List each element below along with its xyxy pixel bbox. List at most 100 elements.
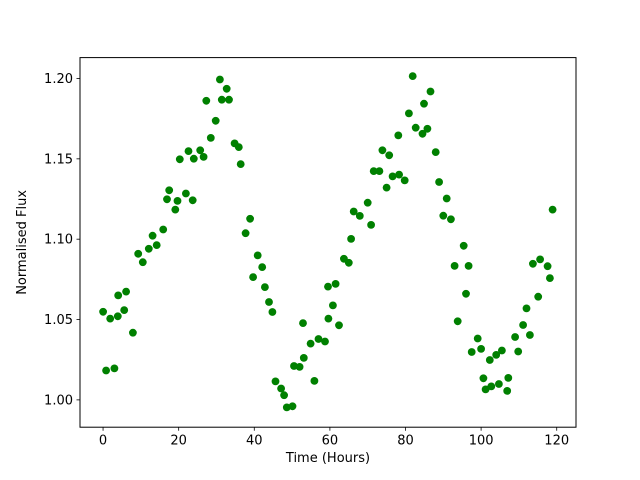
data-point [400,176,409,185]
data-point [331,280,340,288]
data-point [405,109,413,118]
data-point [526,331,534,339]
data-point [548,205,557,214]
data-point [519,321,527,329]
data-point [288,402,297,411]
data-point [211,116,220,125]
data-point [495,380,503,388]
data-point [295,363,304,371]
data-point [349,207,358,216]
data-point [202,96,211,105]
data-point [431,148,440,157]
data-point [487,382,496,391]
data-point [99,307,107,316]
data-point [113,312,122,321]
data-point [261,283,269,291]
data-point [324,314,333,323]
data-point [249,273,257,281]
data-point [122,287,130,296]
y-axis-tick-label: 1.05 [44,313,73,328]
data-point [473,334,482,343]
data-point [423,124,432,133]
data-point [265,298,273,306]
data-point [529,259,537,268]
data-point [216,75,224,84]
data-point [184,147,193,156]
y-axis-tick-label: 1.15 [44,152,73,167]
data-point [102,366,110,375]
data-point [369,167,378,176]
data-point [477,345,485,353]
data-point [222,84,231,93]
data-point [522,304,531,313]
data-point [159,225,168,234]
data-point [485,356,494,364]
data-point [447,215,455,224]
data-point [492,351,501,359]
data-point [385,151,394,160]
data-point [217,95,226,104]
data-point [199,153,208,161]
plot-spine [79,57,577,428]
data-point [543,262,552,271]
data-point [271,377,280,386]
data-point [171,205,180,214]
data-point [299,319,307,327]
data-point [241,229,250,238]
x-axis-label: Time (Hours) [285,451,370,466]
data-point [347,235,355,243]
data-point [163,195,171,204]
data-point [148,231,157,240]
data-point [144,244,153,253]
data-point [503,387,512,395]
data-point [110,364,119,373]
data-point [439,211,448,220]
data-point [236,160,245,169]
data-point [188,196,197,205]
y-axis-tick-label: 1.10 [44,233,73,248]
data-point [234,143,243,152]
data-point [335,321,343,330]
data-point [314,335,323,343]
data-point [511,333,519,341]
y-axis-tick-label: 1.20 [44,72,73,87]
y-axis-label: Normalised Flux [15,190,30,295]
data-point [462,289,470,298]
data-point [225,95,233,104]
x-axis-tick-label: 80 [397,434,414,449]
data-point [420,99,428,108]
data-point [367,221,375,229]
data-point [435,178,443,186]
data-point [268,308,277,316]
data-point [388,172,397,181]
data-point [382,183,391,192]
data-point [321,337,329,346]
data-point [175,155,184,164]
x-axis-tick-label: 40 [246,434,263,449]
data-point [534,292,543,301]
data-point [411,123,420,132]
data-point [277,384,285,393]
data-point [344,258,353,267]
data-point [363,198,372,207]
data-point [299,354,308,362]
data-point [514,347,523,356]
data-point [442,194,451,203]
data-point [196,146,205,155]
data-point [280,391,288,400]
data-point [378,146,387,155]
data-point [173,197,182,205]
x-axis-tick-label: 20 [170,434,187,449]
data-point [206,134,215,142]
data-point [152,241,161,250]
data-point [258,263,267,271]
x-axis-tick-label: 120 [544,434,569,449]
data-point [120,306,129,314]
data-point [134,249,143,258]
data-point [129,328,137,337]
data-point [459,241,468,250]
data-point [165,186,174,195]
data-point [310,377,319,385]
data-point [355,212,364,220]
